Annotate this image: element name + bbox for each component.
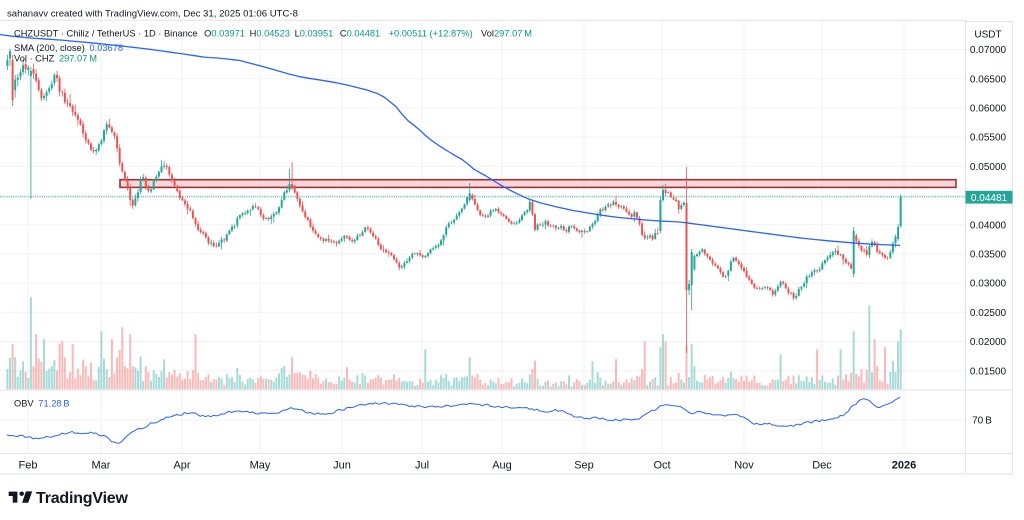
svg-text:0.03000: 0.03000	[970, 279, 1007, 290]
svg-text:0.05000: 0.05000	[970, 162, 1007, 173]
svg-text:Jul: Jul	[415, 460, 429, 472]
svg-text:0.06000: 0.06000	[970, 104, 1007, 115]
svg-text:Nov: Nov	[734, 460, 754, 472]
svg-text:0.04481: 0.04481	[971, 193, 1008, 204]
svg-text:CHZUSDT · Chiliz / TetherUS ·: CHZUSDT · Chiliz / TetherUS · 1D · Binan…	[14, 28, 532, 38]
svg-text:Feb: Feb	[19, 460, 38, 472]
svg-text:OBV 71.28 B: OBV 71.28 B	[14, 399, 70, 409]
svg-text:Mar: Mar	[92, 460, 111, 472]
svg-text:0.04000: 0.04000	[970, 220, 1007, 231]
svg-text:0.01500: 0.01500	[970, 366, 1007, 377]
svg-text:Aug: Aug	[492, 460, 512, 472]
svg-text:Dec: Dec	[812, 460, 832, 472]
svg-text:Sep: Sep	[574, 460, 594, 472]
svg-text:0.03500: 0.03500	[970, 250, 1007, 261]
svg-text:0.07000: 0.07000	[970, 45, 1007, 56]
svg-text:Jun: Jun	[333, 460, 351, 472]
svg-text:0.05500: 0.05500	[970, 133, 1007, 144]
svg-text:Oct: Oct	[653, 460, 670, 472]
svg-text:USDT: USDT	[974, 30, 1001, 41]
svg-text:70 B: 70 B	[972, 416, 992, 427]
svg-text:0.02000: 0.02000	[970, 337, 1007, 348]
svg-text:May: May	[250, 460, 271, 472]
svg-text:sahanavv created with TradingV: sahanavv created with TradingView.com, D…	[7, 8, 298, 19]
svg-text:0.02500: 0.02500	[970, 308, 1007, 319]
svg-text:2026: 2026	[892, 460, 916, 472]
svg-text:Vol · CHZ 297.07 M: Vol · CHZ 297.07 M	[14, 54, 97, 64]
svg-text:TradingView: TradingView	[36, 490, 129, 507]
svg-text:Apr: Apr	[173, 460, 190, 472]
svg-text:SMA (200, close) 0.03678: SMA (200, close) 0.03678	[14, 43, 123, 53]
svg-text:0.06500: 0.06500	[970, 74, 1007, 85]
